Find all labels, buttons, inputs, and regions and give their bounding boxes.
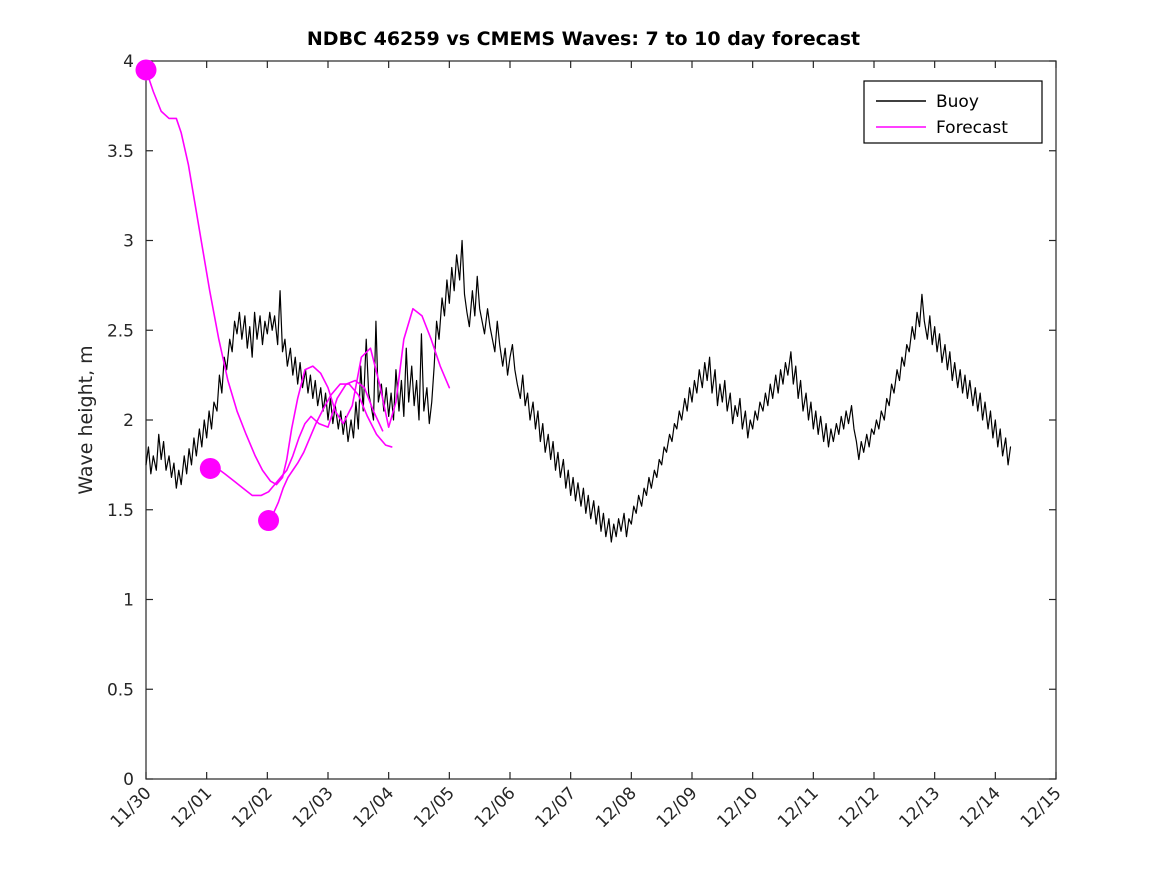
y-axis-label: Wave height, m bbox=[75, 345, 97, 494]
series-line-forecast-run-3 bbox=[267, 383, 393, 522]
y-tick-label: 3 bbox=[123, 232, 134, 252]
x-tick-label: 12/08 bbox=[592, 783, 641, 832]
forecast-start-markers bbox=[135, 59, 280, 532]
y-axis-ticks: 0 0.5 1 1.5 2 2.5 3 3.5 4 bbox=[107, 52, 1056, 790]
legend-label: Buoy bbox=[936, 92, 979, 112]
forecast-start-marker bbox=[199, 457, 221, 479]
series-line-forecast-run-1 bbox=[145, 69, 451, 486]
x-tick-label: 11/30 bbox=[107, 783, 156, 832]
x-tick-label: 12/07 bbox=[531, 783, 580, 832]
x-tick-label: 12/09 bbox=[653, 783, 702, 832]
forecast-start-marker bbox=[135, 59, 157, 81]
x-tick-label: 12/14 bbox=[956, 783, 1005, 832]
x-tick-label: 12/05 bbox=[410, 783, 459, 832]
x-tick-label: 12/10 bbox=[713, 783, 762, 832]
axes-frame bbox=[145, 60, 1057, 780]
x-tick-label: 12/11 bbox=[774, 783, 823, 832]
page-title: NDBC 46259 vs CMEMS Waves: 7 to 10 day f… bbox=[306, 28, 861, 50]
y-tick-label: 2.5 bbox=[107, 321, 134, 341]
x-tick-label: 12/13 bbox=[895, 783, 944, 832]
y-tick-label: 3.5 bbox=[107, 142, 134, 162]
y-tick-label: 4 bbox=[123, 52, 134, 72]
x-tick-label: 12/02 bbox=[228, 783, 277, 832]
x-tick-label: 12/06 bbox=[471, 783, 520, 832]
x-tick-label: 12/15 bbox=[1017, 783, 1066, 832]
y-tick-label: 0.5 bbox=[107, 680, 134, 700]
axes-border bbox=[145, 60, 1057, 780]
legend-label: Forecast bbox=[936, 118, 1008, 138]
chart-legend: Buoy Forecast bbox=[863, 80, 1043, 144]
y-tick-label: 2 bbox=[123, 411, 134, 431]
x-tick-label: 12/12 bbox=[835, 783, 884, 832]
series-line-forecast-run-2 bbox=[209, 379, 384, 497]
y-tick-label: 0 bbox=[123, 770, 134, 790]
series-line-buoy bbox=[145, 239, 1012, 543]
y-tick-label: 1 bbox=[123, 591, 134, 611]
data-series-layer bbox=[145, 69, 1012, 543]
legend-box bbox=[863, 80, 1043, 144]
y-tick-label: 1.5 bbox=[107, 501, 134, 521]
x-tick-label: 12/04 bbox=[349, 783, 398, 832]
forecast-start-marker bbox=[258, 510, 280, 532]
x-tick-label: 12/01 bbox=[167, 783, 216, 832]
x-tick-label: 12/03 bbox=[289, 783, 338, 832]
